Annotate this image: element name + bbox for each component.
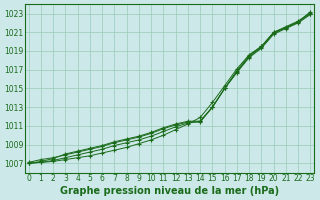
X-axis label: Graphe pression niveau de la mer (hPa): Graphe pression niveau de la mer (hPa) bbox=[60, 186, 279, 196]
